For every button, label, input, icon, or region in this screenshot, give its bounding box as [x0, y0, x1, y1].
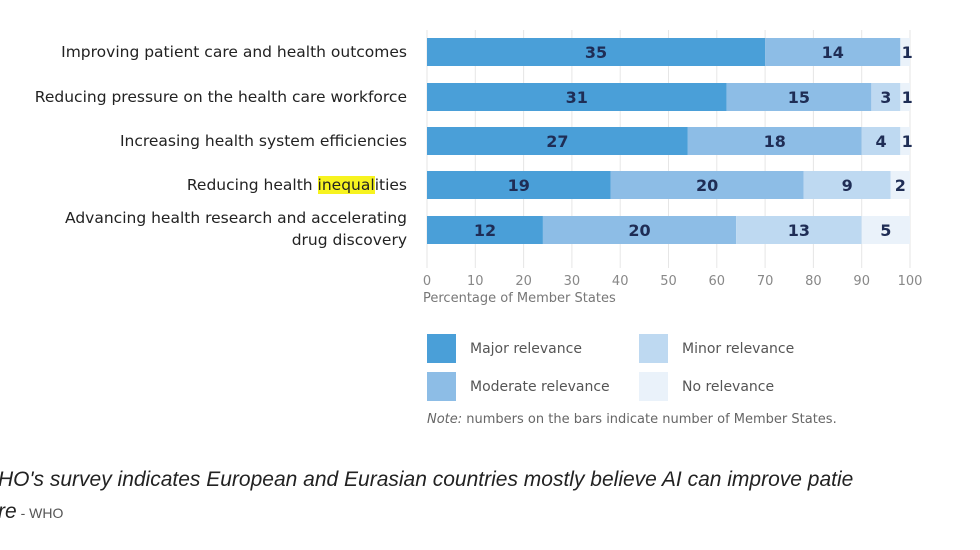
x-tick-label: 10: [467, 274, 484, 289]
x-tick-label: 40: [612, 274, 629, 289]
data-label: 20: [628, 221, 650, 240]
caption-source: - WHO: [16, 505, 64, 521]
bar-segment: [861, 127, 901, 155]
legend-swatch: [427, 372, 456, 401]
x-tick-label: 0: [423, 274, 431, 289]
data-label: 19: [508, 176, 530, 195]
category-label: Increasing health system efficiencies: [119, 132, 407, 150]
data-label: 1: [902, 88, 913, 107]
data-label: 14: [822, 43, 844, 62]
x-tick-label: 30: [564, 274, 581, 289]
data-label: 2: [895, 176, 906, 195]
data-label: 35: [585, 43, 607, 62]
x-tick-label: 90: [853, 274, 870, 289]
legend-swatch: [427, 334, 456, 363]
x-tick-label: 70: [757, 274, 774, 289]
bar-segment: [736, 216, 862, 244]
category-label: Reducing pressure on the health care wor…: [34, 88, 407, 106]
legend-none: No relevance: [639, 372, 774, 401]
bar-segment: [871, 83, 901, 111]
bar-segment: [900, 83, 910, 111]
x-tick-label: 100: [898, 274, 923, 289]
bar-segment: [610, 171, 804, 199]
category-label: Advancing health research and accelerati…: [65, 209, 407, 249]
bar-segment: [427, 171, 611, 199]
bar-segment: [427, 38, 766, 66]
data-label: 3: [880, 88, 891, 107]
data-label: 12: [474, 221, 496, 240]
chart-note: Note: numbers on the bars indicate numbe…: [427, 412, 837, 427]
image-caption: HO's survey indicates European and Euras…: [0, 468, 854, 523]
data-label: 18: [764, 132, 786, 151]
category-label: Reducing health inequalities: [186, 176, 407, 194]
data-label: 4: [875, 132, 886, 151]
bar-segment: [765, 38, 901, 66]
bar-segment: [427, 127, 688, 155]
data-label: 20: [696, 176, 718, 195]
data-label: 1: [902, 43, 913, 62]
x-tick-label: 60: [709, 274, 726, 289]
legend-minor: Minor relevance: [639, 334, 794, 363]
x-axis-label: Percentage of Member States: [423, 291, 616, 306]
data-label: 15: [788, 88, 810, 107]
bar-segment: [427, 216, 543, 244]
legend-major: Major relevance: [427, 334, 582, 363]
bar-segment: [726, 83, 872, 111]
legend-swatch: [639, 334, 668, 363]
data-label: 27: [546, 132, 568, 151]
category-label: Improving patient care and health outcom…: [61, 43, 407, 61]
x-tick-label: 20: [515, 274, 532, 289]
x-tick-label: 50: [660, 274, 677, 289]
data-label: 13: [788, 221, 810, 240]
data-label: 1: [902, 132, 913, 151]
data-label: 31: [566, 88, 588, 107]
bar-segment: [890, 171, 910, 199]
bar-segment: [687, 127, 862, 155]
data-label: 9: [842, 176, 853, 195]
legend-swatch: [639, 372, 668, 401]
data-label: 5: [880, 221, 891, 240]
highlighted-text: inequal: [317, 176, 375, 194]
bar-segment: [803, 171, 891, 199]
legend-moderate: Moderate relevance: [427, 372, 610, 401]
x-tick-label: 80: [805, 274, 822, 289]
bar-segment: [427, 83, 727, 111]
bar-segment: [900, 127, 910, 155]
bar-segment: [900, 38, 910, 66]
bar-segment: [542, 216, 737, 244]
bar-segment: [861, 216, 910, 244]
